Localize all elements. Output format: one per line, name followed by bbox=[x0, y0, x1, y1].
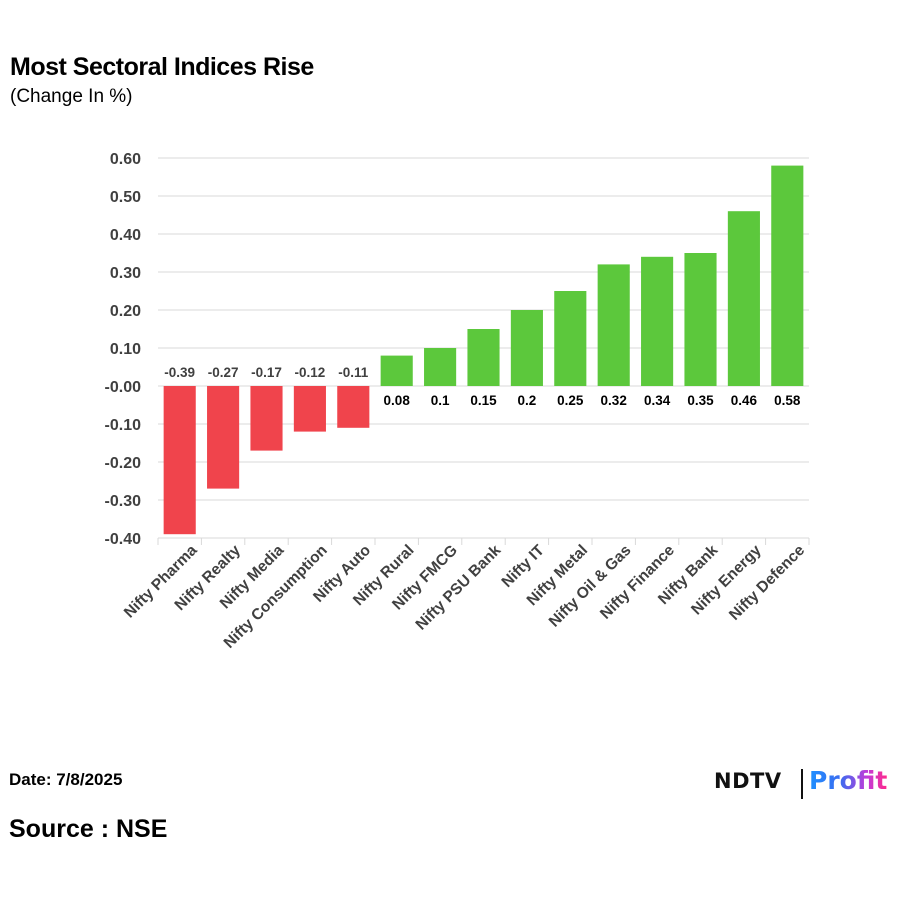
y-tick-label: 0.40 bbox=[110, 227, 141, 244]
data-label: 0.08 bbox=[384, 393, 411, 408]
y-tick-label: 0.60 bbox=[110, 151, 141, 168]
bar-nifty-realty bbox=[207, 386, 240, 489]
bar-nifty-finance bbox=[641, 256, 674, 386]
chart-title: Most Sectoral Indices Rise bbox=[10, 53, 314, 81]
bar-nifty-psu-bank bbox=[467, 329, 500, 386]
x-tick-label: Nifty Pharma bbox=[121, 542, 201, 622]
source-label: Source : NSE bbox=[9, 815, 168, 843]
y-tick-label: 0.50 bbox=[110, 189, 141, 206]
ndtv-profit-logo: NDTV Profit bbox=[714, 766, 894, 802]
data-label: 0.46 bbox=[731, 393, 758, 408]
logo-product-text: Profit bbox=[809, 766, 888, 795]
data-label: 0.35 bbox=[687, 393, 714, 408]
bar-nifty-energy bbox=[727, 211, 760, 386]
bar-nifty-metal bbox=[554, 291, 587, 386]
bar-nifty-oil-gas bbox=[597, 264, 630, 386]
data-labels: -0.39 -0.27 -0.17 -0.12 -0.11 0.08 0.1 0.15 0.2 0… bbox=[164, 365, 801, 408]
data-label: 0.1 bbox=[431, 393, 450, 408]
bar-nifty-it bbox=[510, 310, 543, 386]
bar-nifty-auto bbox=[337, 386, 370, 428]
x-tick-label: Nifty Defence bbox=[726, 542, 808, 624]
y-tick-label: 0.20 bbox=[110, 303, 141, 320]
y-tick-label: 0.10 bbox=[110, 341, 141, 358]
bar-nifty-media bbox=[250, 386, 283, 451]
y-tick-label: 0.30 bbox=[110, 265, 141, 282]
y-tick-label: -0.20 bbox=[105, 455, 142, 472]
y-axis-ticks: 0.60 0.50 0.40 0.30 0.20 0.10 -0.00 -0.10 -0.20 -… bbox=[105, 151, 142, 548]
bar-nifty-rural bbox=[380, 355, 413, 386]
chart-subtitle: (Change In %) bbox=[10, 86, 133, 107]
y-tick-label: -0.10 bbox=[105, 417, 142, 434]
logo-brand-text: NDTV bbox=[714, 769, 782, 793]
logo-divider bbox=[801, 769, 803, 799]
date-label: Date: 7/8/2025 bbox=[9, 770, 123, 789]
data-label: -0.12 bbox=[295, 365, 326, 380]
data-label: 0.58 bbox=[774, 393, 801, 408]
y-tick-label: -0.00 bbox=[105, 379, 142, 396]
y-tick-label: -0.40 bbox=[105, 531, 142, 548]
data-label: -0.27 bbox=[208, 365, 239, 380]
data-label: 0.34 bbox=[644, 393, 671, 408]
bar-nifty-bank bbox=[684, 253, 717, 386]
bar-nifty-defence bbox=[771, 165, 804, 386]
y-tick-label: -0.30 bbox=[105, 493, 142, 510]
data-label: 0.2 bbox=[518, 393, 537, 408]
data-label: 0.15 bbox=[470, 393, 497, 408]
bar-nifty-pharma bbox=[163, 386, 196, 535]
bar-nifty-fmcg bbox=[424, 348, 457, 386]
data-label: -0.39 bbox=[164, 365, 195, 380]
data-label: 0.32 bbox=[601, 393, 627, 408]
bar-nifty-consumption bbox=[293, 386, 326, 432]
data-label: -0.11 bbox=[338, 365, 369, 380]
data-label: -0.17 bbox=[251, 365, 282, 380]
data-label: 0.25 bbox=[557, 393, 584, 408]
bars bbox=[163, 165, 804, 535]
bar-chart: 0.60 0.50 0.40 0.30 0.20 0.10 -0.00 -0.10 -0.20 -… bbox=[105, 151, 810, 652]
